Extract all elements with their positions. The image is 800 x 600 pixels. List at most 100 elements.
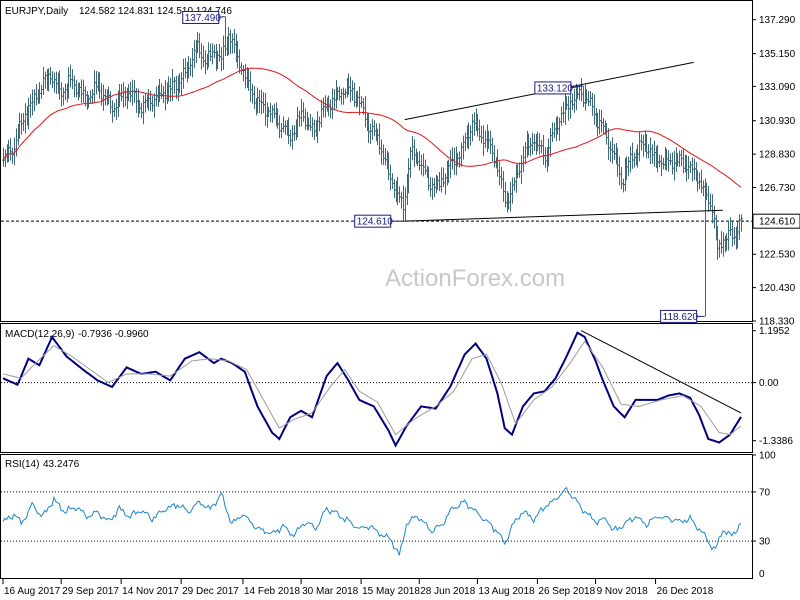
price-bar	[424, 159, 427, 175]
price-bar	[304, 108, 307, 130]
price-bar	[213, 44, 216, 59]
price-bar	[122, 82, 125, 108]
price-bar	[269, 102, 272, 123]
price-bar	[491, 137, 494, 162]
price-bar	[144, 93, 147, 113]
price-bar	[411, 135, 414, 161]
price-bar	[95, 70, 98, 95]
price-bar	[404, 187, 407, 222]
price-bar	[707, 186, 710, 212]
price-bar	[502, 171, 505, 202]
price-bar	[402, 185, 405, 221]
price-bar	[509, 181, 512, 212]
price-bar	[522, 146, 525, 173]
price-bar	[558, 117, 561, 141]
price-callout-label: 137.490	[185, 13, 222, 24]
price-bar	[709, 193, 712, 211]
rsi-axis-label: 30	[759, 537, 771, 548]
price-bar	[398, 186, 401, 203]
price-axis-label: 135.150	[759, 49, 796, 60]
price-bar	[198, 33, 201, 59]
price-bar	[562, 101, 565, 123]
price-bar	[413, 139, 416, 168]
price-bar	[382, 144, 385, 165]
price-bar	[422, 153, 425, 177]
price-axis-label: 120.430	[759, 283, 796, 294]
price-bar	[720, 231, 723, 254]
price-bar	[93, 70, 96, 104]
x-axis-label: 14 Nov 2017	[122, 586, 179, 597]
price-bar	[320, 99, 323, 128]
price-bar	[113, 102, 116, 117]
price-bar	[184, 58, 187, 79]
price-bar	[102, 84, 105, 111]
price-bar	[373, 120, 376, 137]
macd-header: MACD(12,26,9) -0.7936 -0.9960	[5, 329, 149, 340]
price-bar	[371, 119, 374, 140]
price-bar	[460, 142, 463, 167]
price-bar	[538, 133, 541, 155]
price-bar	[440, 167, 443, 193]
price-bar	[462, 135, 465, 160]
price-axis-label: 128.830	[759, 150, 796, 161]
price-bar	[260, 89, 263, 115]
price-axis-label: 118.330	[759, 317, 795, 328]
price-bar	[618, 156, 621, 186]
price-bar	[253, 85, 256, 109]
price-callout-label: 118.620	[663, 312, 699, 323]
price-bar	[151, 95, 154, 112]
price-bar	[160, 83, 163, 99]
price-bar	[131, 79, 134, 106]
price-bar	[560, 106, 563, 126]
rsi-value: 43.2476	[43, 459, 80, 470]
price-bar	[284, 120, 287, 135]
price-bar	[300, 98, 303, 127]
price-bar	[218, 43, 221, 62]
price-bar	[600, 109, 603, 133]
price-axis-label: 137.290	[759, 15, 796, 26]
price-bar	[438, 172, 441, 192]
rsi-axis-label: 100	[759, 451, 776, 462]
price-bar	[258, 90, 261, 114]
rsi-header: RSI(14) 43.2476	[5, 459, 80, 470]
macd-panel-frame	[0, 323, 753, 453]
price-bar	[611, 137, 614, 164]
x-axis-label: 26 Sep 2018	[538, 586, 595, 597]
price-bar	[418, 151, 421, 171]
x-axis-label: 29 Dec 2017	[182, 586, 239, 597]
price-bar	[231, 33, 234, 54]
price-bar	[500, 166, 503, 189]
price-bar	[202, 45, 205, 68]
price-callout-leader	[570, 85, 583, 89]
price-bar	[104, 88, 107, 106]
price-bar	[713, 205, 716, 229]
price-bar	[222, 35, 225, 70]
price-bar	[273, 103, 276, 119]
price-axis-label: 133.090	[759, 82, 796, 93]
price-bar	[698, 172, 701, 190]
price-bar	[711, 194, 714, 224]
rsi-axis-label: 70	[759, 487, 771, 498]
price-bar	[193, 40, 196, 69]
price-bar	[162, 86, 165, 104]
price-bar	[282, 116, 285, 133]
price-panel-frame	[0, 0, 753, 322]
price-bar	[484, 130, 487, 149]
price-bar	[153, 93, 156, 118]
price-bar	[180, 72, 183, 96]
price-bar	[524, 141, 527, 165]
price-bar	[211, 43, 214, 65]
price-bar	[662, 157, 665, 170]
price-axis-label: 126.730	[759, 183, 796, 194]
price-bar	[140, 102, 143, 119]
macd-signal-line	[2, 340, 742, 436]
price-bar	[511, 177, 514, 204]
price-bar	[242, 65, 245, 82]
price-bar	[682, 147, 685, 174]
macd-line	[2, 331, 742, 448]
x-axis-label: 15 May 2018	[362, 586, 420, 597]
price-bar	[82, 79, 85, 103]
price-bar	[378, 123, 381, 155]
x-axis-label: 26 Dec 2018	[657, 586, 714, 597]
price-bars	[2, 16, 743, 317]
